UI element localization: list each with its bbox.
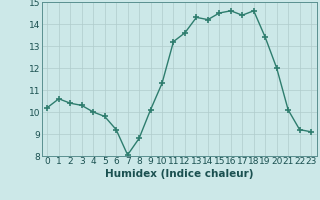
- X-axis label: Humidex (Indice chaleur): Humidex (Indice chaleur): [105, 169, 253, 179]
